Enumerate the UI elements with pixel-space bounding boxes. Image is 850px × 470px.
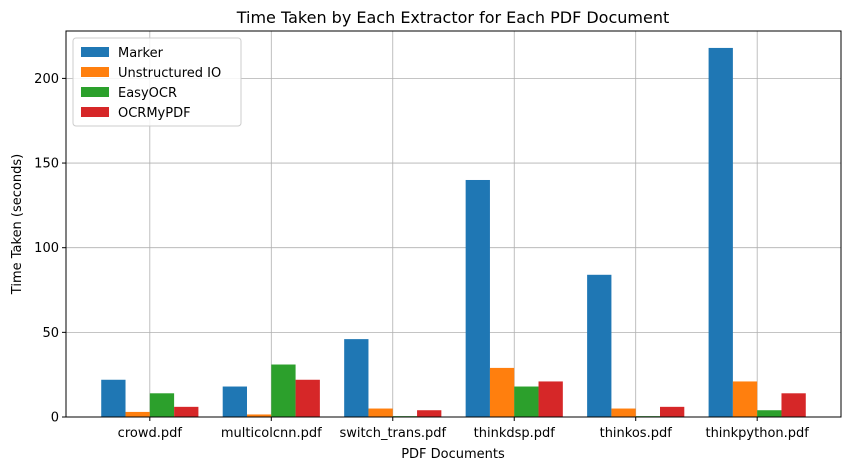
bars <box>101 47 806 418</box>
bar-marker-multicolcnn-pdf <box>222 386 247 417</box>
y-tick-label: 150 <box>34 157 59 172</box>
bar-ocrmypdf-thinkos-pdf <box>660 406 685 417</box>
bar-marker-thinkos-pdf <box>587 274 612 417</box>
legend-label: EasyOCR <box>118 86 177 101</box>
bar-marker-thinkdsp-pdf <box>465 179 490 417</box>
bar-ocrmypdf-multicolcnn-pdf <box>295 379 320 417</box>
legend-label: Unstructured IO <box>118 66 221 81</box>
legend-swatch <box>81 47 109 57</box>
y-tick-label: 50 <box>42 326 59 341</box>
y-axis-ticks: 0 50 100 150 200 <box>34 72 66 426</box>
x-tick-label: crowd.pdf <box>118 426 183 441</box>
bar-easyocr-thinkpython-pdf <box>757 410 782 417</box>
bar-marker-crowd-pdf <box>101 379 126 417</box>
x-tick-label: thinkpython.pdf <box>705 426 809 441</box>
legend-box <box>72 37 242 127</box>
bar-marker-thinkpython-pdf <box>708 47 733 418</box>
bar-easyocr-crowd-pdf <box>149 393 175 417</box>
bar-easyocr-thinkdsp-pdf <box>514 386 539 417</box>
x-axis-label: PDF Documents <box>401 447 505 462</box>
bar-ocrmypdf-thinkpython-pdf <box>781 393 806 417</box>
legend: Marker Unstructured IO EasyOCR OCRMyPDF <box>72 37 242 127</box>
x-tick-label: thinkos.pdf <box>600 426 673 441</box>
bar-unstructured-io-crowd-pdf <box>125 411 150 417</box>
bar-ocrmypdf-thinkdsp-pdf <box>538 381 563 417</box>
x-tick-label: thinkdsp.pdf <box>474 426 556 441</box>
grid <box>66 31 841 418</box>
bar-ocrmypdf-switch-trans-pdf <box>417 410 442 417</box>
bar-unstructured-io-multicolcnn-pdf <box>246 414 272 417</box>
bar-ocrmypdf-crowd-pdf <box>174 406 199 417</box>
legend-label: OCRMyPDF <box>118 106 191 121</box>
legend-swatch <box>81 107 109 117</box>
x-tick-label: switch_trans.pdf <box>339 426 446 441</box>
y-tick-label: 100 <box>34 241 59 256</box>
y-axis-label: Time Taken (seconds) <box>10 154 25 295</box>
legend-label: Marker <box>118 46 164 61</box>
bar-unstructured-io-thinkpython-pdf <box>732 381 758 417</box>
legend-swatch <box>81 87 109 97</box>
y-tick-label: 0 <box>51 411 59 426</box>
x-tick-label: multicolcnn.pdf <box>221 426 322 441</box>
legend-swatch <box>81 67 109 77</box>
bar-unstructured-io-switch-trans-pdf <box>368 408 393 417</box>
chart-title: Time Taken by Each Extractor for Each PD… <box>236 8 670 27</box>
x-axis-ticks: crowd.pdf multicolcnn.pdf switch_trans.pdf… <box>118 417 809 441</box>
bar-unstructured-io-thinkos-pdf <box>611 408 636 417</box>
bar-unstructured-io-thinkdsp-pdf <box>489 367 515 417</box>
bar-easyocr-multicolcnn-pdf <box>271 364 296 417</box>
y-tick-label: 200 <box>34 72 59 87</box>
plot-frame <box>65 30 842 418</box>
bar-marker-switch-trans-pdf <box>344 339 369 417</box>
